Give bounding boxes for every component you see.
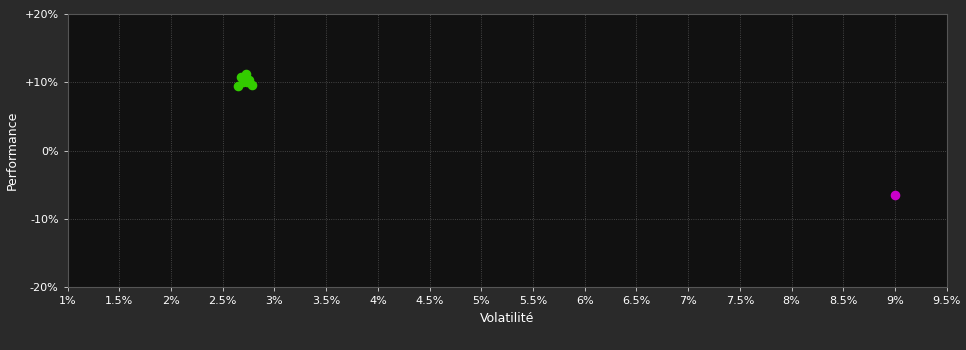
- Point: [244, 82, 260, 88]
- Point: [238, 71, 253, 77]
- Point: [239, 79, 254, 84]
- Point: [236, 79, 251, 85]
- Point: [231, 83, 246, 89]
- Point: [887, 192, 902, 198]
- Point: [237, 75, 252, 80]
- Y-axis label: Performance: Performance: [6, 111, 19, 190]
- Point: [241, 77, 256, 82]
- X-axis label: Volatilité: Volatilité: [480, 312, 534, 324]
- Point: [234, 74, 249, 79]
